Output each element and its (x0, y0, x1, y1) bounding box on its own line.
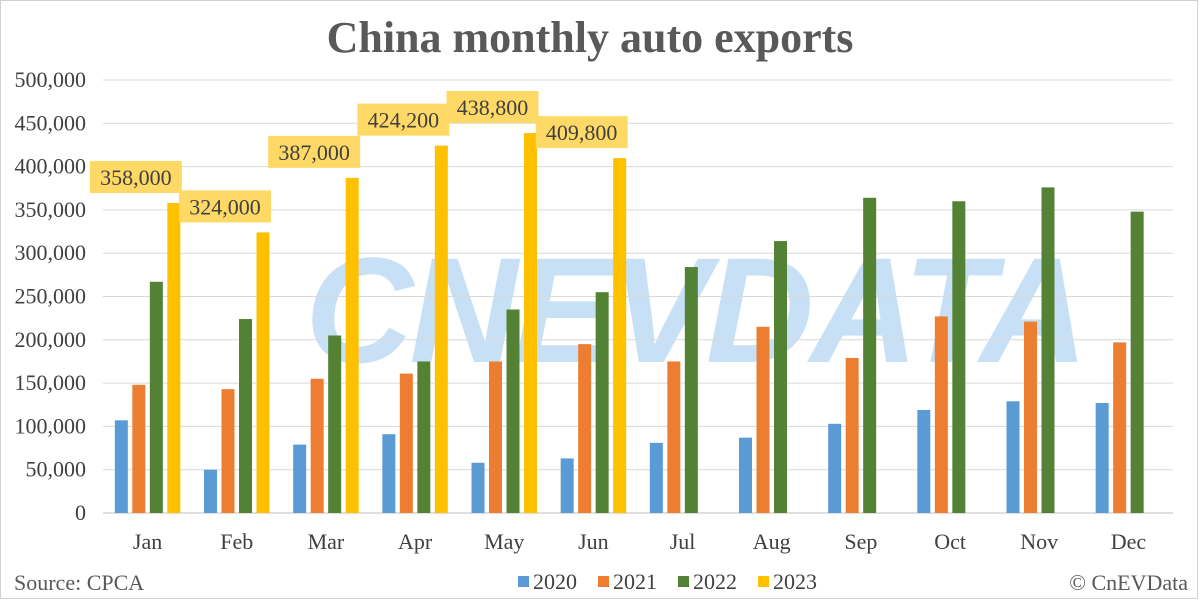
y-axis-ticks: 0 50,000 100,000 150,000 200,000 250,000 300,0… (15, 67, 87, 525)
bar-2020-oct (917, 409, 931, 513)
bar-2020-nov (1006, 401, 1020, 513)
legend-label-2020: 2020 (533, 569, 577, 594)
x-tick-label: Dec (1111, 529, 1147, 554)
bar-2020-jan (114, 420, 128, 513)
legend-swatch-2022 (678, 576, 689, 587)
bar-2023-mar (345, 177, 359, 513)
y-tick-label: 500,000 (15, 67, 87, 92)
x-tick-label: May (484, 529, 524, 554)
bar-2022-dec (1130, 211, 1144, 513)
chart-title: China monthly auto exports (327, 13, 854, 62)
bar-2023-feb (256, 232, 270, 513)
legend-swatch-2023 (758, 576, 769, 587)
bar-2021-feb (221, 389, 235, 513)
legend-label-2023: 2023 (773, 569, 817, 594)
y-tick-label: 250,000 (15, 284, 87, 309)
y-tick-label: 0 (75, 500, 86, 525)
data-label: 387,000 (278, 140, 350, 165)
legend-swatch-2021 (598, 576, 609, 587)
bar-2021-mar (310, 378, 324, 513)
y-tick-label: 400,000 (15, 154, 87, 179)
data-label-box (89, 160, 182, 193)
bar-2023-jun (613, 158, 627, 513)
x-tick-label: Jul (670, 529, 696, 554)
legend-label-2021: 2021 (613, 569, 657, 594)
bar-2023-may (524, 132, 537, 513)
bar-2020-aug (739, 437, 752, 513)
x-tick-label: Feb (220, 529, 253, 554)
y-tick-label: 300,000 (15, 240, 87, 265)
y-tick-label: 350,000 (15, 197, 87, 222)
bar-2020-apr (382, 434, 396, 513)
data-label: 409,800 (546, 120, 618, 145)
bar-2021-jul (667, 361, 681, 513)
bar-2021-dec (1113, 342, 1127, 513)
bar-2022-apr (417, 361, 431, 513)
bar-2020-sep (828, 423, 842, 513)
data-label: 358,000 (100, 165, 172, 190)
legend-swatch-2020 (518, 576, 529, 587)
bar-2020-feb (204, 469, 217, 513)
bar-2021-apr (399, 373, 413, 513)
y-tick-label: 150,000 (15, 370, 87, 395)
data-label-box (179, 190, 271, 223)
source-note: Source: CPCA (14, 570, 144, 595)
y-tick-label: 100,000 (15, 413, 87, 438)
bar-2021-nov (1024, 321, 1037, 513)
bar-2022-sep (863, 197, 877, 513)
y-tick-label: 50,000 (26, 457, 87, 482)
y-tick-label: 450,000 (15, 110, 87, 135)
x-tick-label: Mar (308, 529, 345, 554)
bar-2020-may (471, 462, 485, 513)
bar-2021-oct (934, 316, 948, 513)
y-tick-label: 200,000 (15, 327, 87, 352)
bar-2022-mar (328, 335, 342, 513)
x-tick-label: Nov (1020, 529, 1058, 554)
bar-2020-mar (293, 444, 307, 513)
bar-2021-jan (132, 384, 146, 513)
data-label-box (446, 90, 539, 123)
copyright-note: © CnEVData (1069, 570, 1188, 595)
bar-2022-jul (684, 267, 698, 513)
data-label-box (268, 135, 361, 168)
x-tick-label: Jun (578, 529, 609, 554)
bar-2021-sep (845, 357, 859, 513)
data-label-box (357, 103, 450, 136)
bar-2023-jan (167, 202, 181, 514)
bar-2021-jun (578, 344, 592, 513)
data-label: 324,000 (189, 194, 261, 219)
bar-2021-may (489, 361, 502, 513)
bar-2023-apr (434, 145, 448, 513)
bar-2022-aug (774, 241, 787, 514)
x-tick-label: Jan (133, 529, 162, 554)
bar-2020-jul (649, 442, 663, 513)
data-label: 438,800 (457, 95, 529, 120)
bar-2022-jan (149, 281, 163, 513)
x-tick-label: Aug (753, 529, 791, 554)
bar-2020-dec (1095, 403, 1109, 513)
legend-label-2022: 2022 (693, 569, 737, 594)
bar-2021-aug (756, 326, 770, 513)
bar-2022-may (506, 309, 520, 513)
data-label-box (535, 116, 628, 149)
legend: 2020 2021 2022 2023 (518, 569, 817, 594)
bar-marks (114, 132, 1144, 514)
x-tick-label: Apr (398, 529, 433, 554)
data-label: 424,200 (368, 108, 440, 133)
data-labels: 358,000 324,000 387,000 424,200 438,800 409,8… (89, 90, 628, 223)
x-axis-ticks: Jan Feb Mar Apr May Jun Jul Aug Sep Oct Nov Dec (133, 529, 1146, 554)
bar-2022-jun (595, 292, 609, 513)
x-tick-label: Sep (844, 529, 877, 554)
x-tick-label: Oct (934, 529, 966, 554)
bar-2022-nov (1041, 187, 1055, 513)
bar-2020-jun (560, 458, 574, 513)
bar-2022-oct (952, 201, 966, 514)
bar-2022-feb (239, 319, 252, 513)
